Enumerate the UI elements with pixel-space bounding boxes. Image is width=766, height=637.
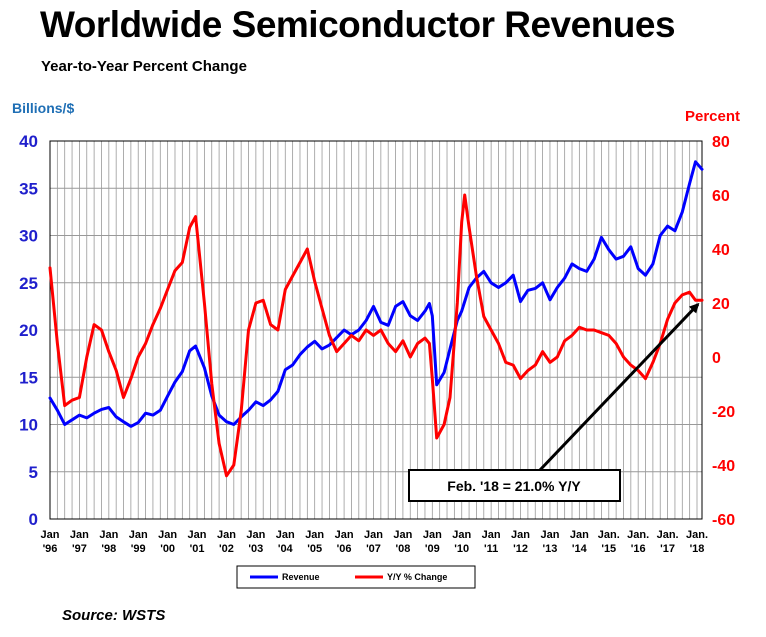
x-tick-label-top: Jan xyxy=(188,529,207,541)
x-tick-label-bottom: '13 xyxy=(543,543,558,555)
x-tick-label-top: Jan xyxy=(217,529,236,541)
x-tick-label-top: Jan xyxy=(393,529,412,541)
y-left-tick-label: 10 xyxy=(19,416,38,435)
annotation-box xyxy=(408,469,621,502)
chart-subtitle: Year-to-Year Percent Change xyxy=(41,58,247,75)
x-tick-label-bottom: '03 xyxy=(248,543,263,555)
x-tick-label-bottom: '06 xyxy=(337,543,352,555)
series-line-revenue xyxy=(48,160,704,428)
x-tick-label-top: Jan xyxy=(452,529,471,541)
x-tick-label-top: Jan xyxy=(335,529,354,541)
x-tick-label-top: Jan. xyxy=(657,529,679,541)
y-right-tick-label: -20 xyxy=(712,404,735,421)
y-right-tick-label: 20 xyxy=(712,296,730,313)
x-tick-label-top: Jan xyxy=(423,529,442,541)
x-tick-label-bottom: '05 xyxy=(307,543,322,555)
x-tick-label-top: Jan xyxy=(246,529,265,541)
x-tick-label-top: Jan xyxy=(41,529,60,541)
x-tick-label-bottom: '96 xyxy=(43,543,58,555)
x-tick-label-top: Jan. xyxy=(598,529,620,541)
x-tick-label-top: Jan xyxy=(305,529,324,541)
x-tick-label-bottom: '10 xyxy=(454,543,469,555)
annotation-text: Feb. '18 = 21.0% Y/Y xyxy=(447,478,581,494)
x-tick-label-top: Jan xyxy=(158,529,177,541)
x-tick-label-bottom: '99 xyxy=(131,543,146,555)
x-tick-label-top: Jan xyxy=(570,529,589,541)
x-tick-label-top: Jan. xyxy=(627,529,649,541)
x-tick-label-bottom: '02 xyxy=(219,543,234,555)
x-tick-label-top: Jan xyxy=(99,529,118,541)
y-left-tick-label: 5 xyxy=(29,463,38,482)
annotation-arrow xyxy=(538,302,700,472)
x-tick-label-bottom: '07 xyxy=(366,543,381,555)
legend-label-yoy: Y/Y % Change xyxy=(387,572,447,582)
page-title: Worldwide Semiconductor Revenues xyxy=(40,4,676,45)
right-axis-label: Percent xyxy=(685,108,741,125)
x-tick-label-bottom: '14 xyxy=(572,543,588,555)
x-tick-label-top: Jan xyxy=(129,529,148,541)
y-left-tick-label: 35 xyxy=(19,179,38,198)
x-tick-label-bottom: '00 xyxy=(160,543,175,555)
left-axis-label: Billions/$ xyxy=(12,100,75,116)
y-left-tick-label: 25 xyxy=(19,274,38,293)
series-lines xyxy=(48,160,704,478)
legend: Revenue Y/Y % Change xyxy=(236,565,476,589)
axis-ticks: 0 5 10 15 20 25 30 35 40 -60 -40 -20 0 20 40 60 80 Jan '96… xyxy=(19,132,735,555)
y-right-tick-label: 60 xyxy=(712,188,730,205)
x-tick-label-bottom: '16 xyxy=(631,543,646,555)
y-right-tick-label: -40 xyxy=(712,458,735,475)
y-right-tick-label: -60 xyxy=(712,512,735,529)
x-tick-label-bottom: '11 xyxy=(484,543,498,555)
x-tick-label-top: Jan. xyxy=(686,529,708,541)
x-tick-label-bottom: '12 xyxy=(513,543,528,555)
x-tick-label-bottom: '97 xyxy=(72,543,87,555)
x-tick-label-bottom: '17 xyxy=(660,543,675,555)
y-left-tick-label: 15 xyxy=(19,368,38,387)
annotation: Feb. '18 = 21.0% Y/Y xyxy=(408,302,700,502)
x-tick-label-top: Jan xyxy=(276,529,295,541)
grid xyxy=(49,140,702,520)
y-right-tick-label: 0 xyxy=(712,350,721,367)
y-left-tick-label: 40 xyxy=(19,132,38,151)
x-tick-label-bottom: '08 xyxy=(395,543,410,555)
y-left-tick-label: 30 xyxy=(19,227,38,246)
legend-label-revenue: Revenue xyxy=(282,572,320,582)
x-tick-label-top: Jan xyxy=(511,529,530,541)
y-left-tick-label: 0 xyxy=(29,510,38,529)
plot-frame xyxy=(49,140,703,520)
x-tick-label-bottom: '15 xyxy=(601,543,616,555)
y-left-tick-label: 20 xyxy=(19,321,38,340)
x-tick-label-bottom: '04 xyxy=(278,543,294,555)
x-tick-label-top: Jan xyxy=(540,529,559,541)
x-tick-label-bottom: '18 xyxy=(690,543,705,555)
x-tick-label-top: Jan xyxy=(364,529,383,541)
x-tick-label-top: Jan xyxy=(70,529,89,541)
x-tick-label-bottom: '01 xyxy=(190,543,205,555)
y-right-tick-label: 80 xyxy=(712,134,730,151)
x-tick-label-bottom: '09 xyxy=(425,543,440,555)
y-right-tick-label: 40 xyxy=(712,242,730,259)
source-note: Source: WSTS xyxy=(62,607,166,624)
x-tick-label-bottom: '98 xyxy=(101,543,116,555)
x-tick-label-top: Jan xyxy=(482,529,501,541)
series-line-yoy xyxy=(48,193,704,478)
